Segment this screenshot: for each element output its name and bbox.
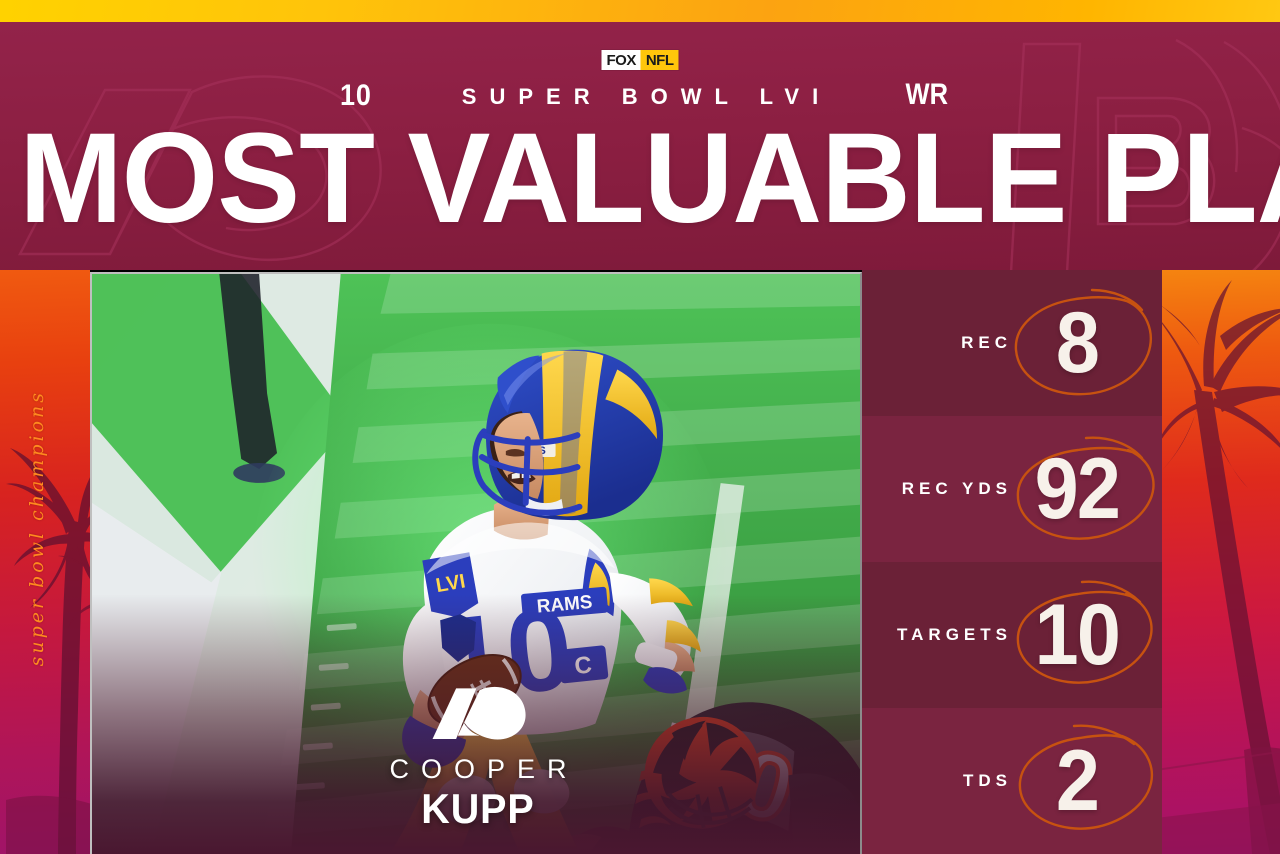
stat-row: TDS 2 <box>862 708 1162 854</box>
fox-label: FOX <box>601 50 641 70</box>
la-rams-logo <box>432 686 526 740</box>
player-name-block: COOPER KUPP <box>92 680 860 832</box>
svg-text:LVI: LVI <box>434 570 467 597</box>
header-jersey-number: 10 <box>340 79 372 112</box>
circle-scribble-icon <box>1016 436 1155 540</box>
palm-tree-silhouette-left <box>6 448 90 854</box>
circle-scribble-icon <box>1014 288 1152 396</box>
stat-value: 2 <box>1055 733 1100 829</box>
player-last-name: KUPP <box>421 785 535 832</box>
stat-value-wrap: 92 <box>1016 416 1155 562</box>
palm-tree-silhouette-right <box>1162 280 1280 854</box>
stat-value-wrap: 10 <box>1016 562 1153 708</box>
stat-label: REC YDS <box>901 479 1012 498</box>
player-photo: 30 BATES III <box>90 272 862 854</box>
stat-label: TARGETS <box>897 625 1012 644</box>
stat-value-wrap: 8 <box>1014 270 1152 416</box>
fox-nfl-logo: FOX NFL <box>601 50 679 70</box>
circle-scribble-icon <box>1018 724 1153 830</box>
player-first-name: COOPER <box>389 754 579 784</box>
stats-panel: REC 8 REC YDS <box>862 270 1162 854</box>
stat-row: TARGETS 10 <box>862 562 1162 708</box>
stat-row: REC 8 <box>862 270 1162 416</box>
stat-value: 10 <box>1034 587 1121 683</box>
stat-label: TDS <box>963 771 1012 790</box>
header-position: WR <box>905 78 948 111</box>
champions-script-text: super bowl champions <box>26 390 48 667</box>
left-sunset-strip: super bowl champions <box>0 270 90 854</box>
header-subtitle-row: SUPER BOWL LVI <box>0 80 1280 114</box>
body-region: super bowl champions <box>0 270 1280 854</box>
stat-value-wrap: 2 <box>1018 708 1153 854</box>
stat-row: REC YDS 92 <box>862 416 1162 562</box>
event-name: SUPER BOWL LVI <box>461 84 832 109</box>
header-banner: FOX NFL 10 SUPER BOWL LVI WR MOST VALUAB… <box>0 22 1280 270</box>
stat-label: REC <box>961 333 1012 352</box>
stat-value: 8 <box>1055 295 1100 391</box>
circle-scribble-icon <box>1016 580 1153 684</box>
right-sunset-strip <box>1162 270 1280 854</box>
nfl-label: NFL <box>640 50 679 70</box>
page-title: MOST VALUABLE PLAYER <box>19 107 1280 250</box>
stat-value: 92 <box>1034 441 1121 537</box>
top-accent-bar <box>0 0 1280 22</box>
